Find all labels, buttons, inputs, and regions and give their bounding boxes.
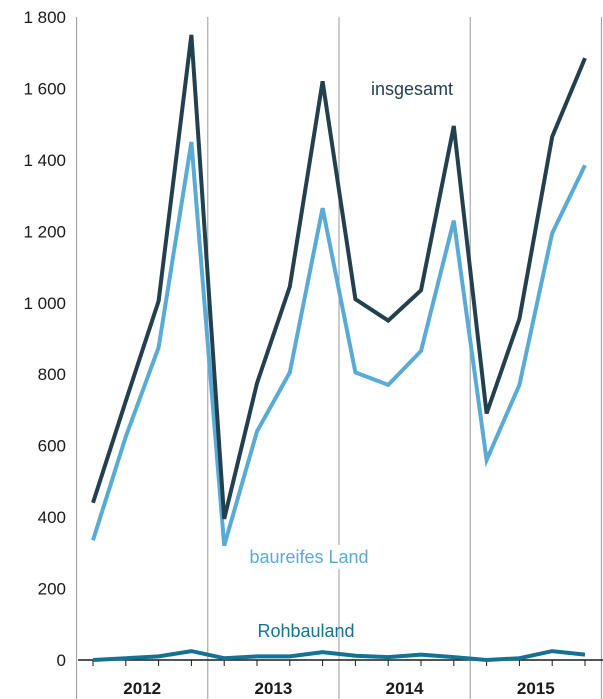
series-line-baureifes-land bbox=[91, 141, 587, 547]
series-label-background bbox=[236, 545, 382, 569]
series-label-baureifes-land: baureifes Land bbox=[249, 547, 368, 567]
y-axis-tick-labels: 0 200 400 600 800 1 000 1 200 1 400 1 600 1 800 bbox=[23, 8, 66, 670]
series-label-rohbauland: Rohbauland bbox=[257, 621, 354, 641]
series-label-insgesamt: insgesamt bbox=[371, 79, 453, 99]
y-tick-label: 1 800 bbox=[23, 8, 66, 27]
y-tick-label: 400 bbox=[38, 508, 66, 527]
y-tick-label: 1 600 bbox=[23, 79, 66, 98]
y-tick-label: 800 bbox=[38, 365, 66, 384]
series-labels: insgesamt baureifes Land Rohbauland bbox=[236, 77, 461, 641]
series-line-insgesamt bbox=[91, 34, 587, 520]
x-year-label: 2012 bbox=[123, 679, 161, 698]
series-label-background bbox=[363, 77, 461, 101]
x-year-label: 2013 bbox=[254, 679, 292, 698]
x-axis bbox=[78, 659, 603, 666]
series-lines bbox=[91, 34, 587, 663]
y-tick-label: 0 bbox=[57, 651, 66, 670]
y-tick-label: 600 bbox=[38, 437, 66, 456]
y-tick-label: 1 000 bbox=[23, 294, 66, 313]
x-year-label: 2015 bbox=[517, 679, 555, 698]
y-tick-label: 1 200 bbox=[23, 222, 66, 241]
x-axis-year-labels: 2012 2013 2014 2015 bbox=[123, 679, 554, 698]
series-line-rohbauland bbox=[92, 649, 586, 663]
year-separator-grid bbox=[76, 17, 602, 699]
y-tick-label: 200 bbox=[38, 580, 66, 599]
x-year-label: 2014 bbox=[386, 679, 424, 698]
y-tick-label: 1 400 bbox=[23, 151, 66, 170]
